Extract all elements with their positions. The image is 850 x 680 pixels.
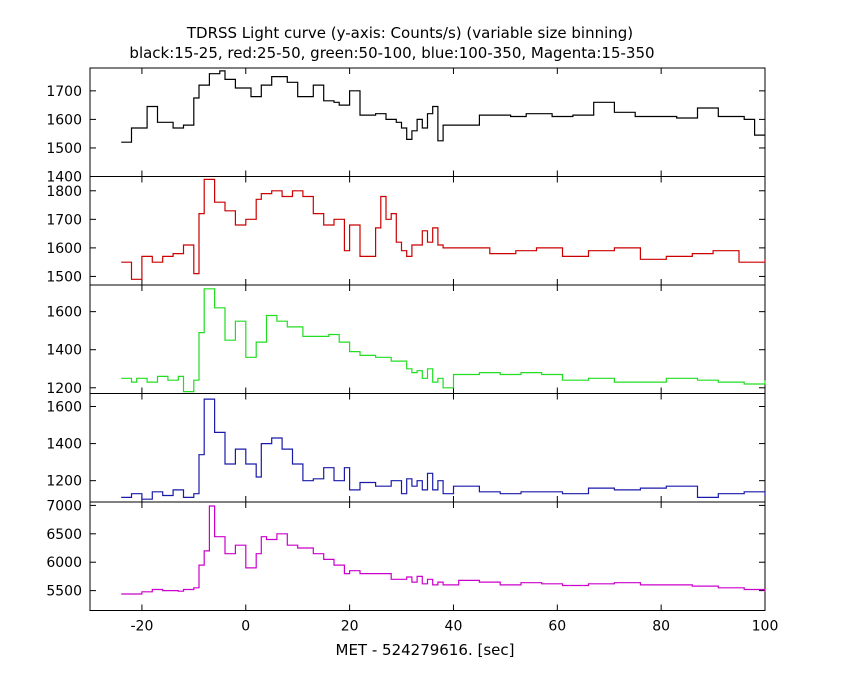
y-tick-label: 1700 bbox=[46, 212, 82, 228]
chart-subtitle: black:15-25, red:25-50, green:50-100, bl… bbox=[129, 44, 654, 62]
panel-5: 5500 6000 6500 7000 bbox=[46, 498, 766, 611]
panel-frame bbox=[89, 501, 766, 611]
y-tick-label: 5500 bbox=[46, 584, 82, 600]
x-tick-label: 60 bbox=[548, 619, 566, 635]
y-tick-label: 1600 bbox=[46, 241, 82, 257]
y-tick-label: 7000 bbox=[46, 498, 82, 514]
panel-2: 1500 1600 1700 1800 bbox=[46, 176, 766, 286]
x-tick-label: 100 bbox=[752, 619, 779, 635]
y-tick-label: 1600 bbox=[46, 112, 82, 128]
x-tick-label: 20 bbox=[341, 619, 359, 635]
x-tick-label: 80 bbox=[652, 619, 670, 635]
x-tick-label: 0 bbox=[241, 619, 250, 635]
x-tick-label: 40 bbox=[445, 619, 463, 635]
panel-4: 1200 1400 1600 bbox=[46, 393, 766, 503]
y-tick-label: 1200 bbox=[46, 474, 82, 490]
panel-3: 1200 1400 1600 bbox=[46, 284, 766, 397]
y-tick-label: 1400 bbox=[46, 343, 82, 359]
chart-title: TDRSS Light curve (y-axis: Counts/s) (va… bbox=[186, 24, 633, 42]
x-tick-label: -20 bbox=[130, 619, 153, 635]
y-tick-label: 1600 bbox=[46, 305, 82, 321]
y-tick-label: 1200 bbox=[46, 381, 82, 397]
series-line-panel-3 bbox=[121, 288, 766, 393]
y-tick-label: 6500 bbox=[46, 527, 82, 543]
series-line-panel-1 bbox=[121, 70, 765, 143]
series-line-panel-2 bbox=[121, 178, 766, 280]
y-tick-label: 1600 bbox=[46, 399, 82, 415]
y-tick-label: 6000 bbox=[46, 555, 82, 571]
y-tick-label: 1500 bbox=[46, 269, 82, 285]
y-tick-label: 1500 bbox=[46, 141, 82, 157]
x-tick-labels: -20 0 20 40 60 80 100 bbox=[130, 619, 778, 635]
y-tick-label: 1400 bbox=[46, 437, 82, 453]
panels: 1400 1500 1600 1700 1500 1600 1700 1800 1200 1400… bbox=[46, 67, 766, 611]
y-tick-label: 1400 bbox=[46, 170, 82, 186]
series-line-panel-5 bbox=[121, 505, 766, 595]
y-tick-label: 1700 bbox=[46, 84, 82, 100]
y-tick-label: 1800 bbox=[46, 184, 82, 200]
x-axis-label: MET - 524279616. [sec] bbox=[336, 641, 515, 659]
panel-1: 1400 1500 1600 1700 bbox=[46, 67, 766, 186]
series-line-panel-4 bbox=[121, 398, 766, 500]
